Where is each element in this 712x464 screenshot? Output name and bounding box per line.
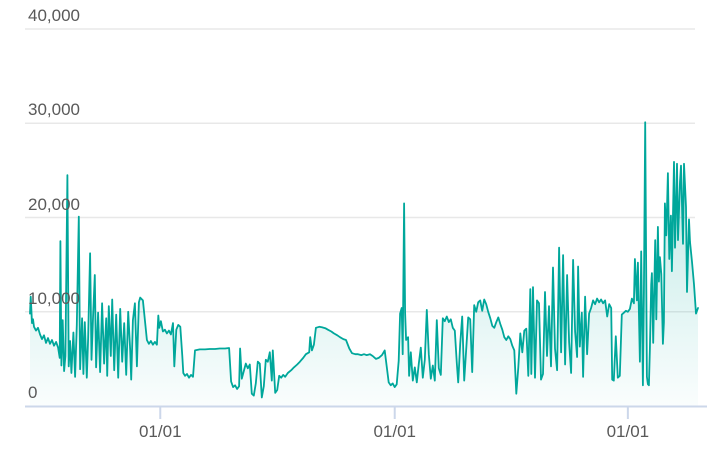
y-axis-tick-label: 30,000 <box>28 100 80 120</box>
trend-line <box>29 121 699 399</box>
y-axis-tick-label: 0 <box>28 383 38 402</box>
x-axis-tick-label: 01/01 <box>373 422 416 441</box>
y-axis-tick-label: 40,000 <box>28 6 80 25</box>
area-fill <box>30 122 698 407</box>
x-axis-tick-label: 01/01 <box>606 422 650 441</box>
y-axis-tick-label: 10,000 <box>28 288 80 308</box>
y-axis-tick-label: 20,000 <box>28 194 80 214</box>
x-axis-tick-label: 01/01 <box>138 422 182 441</box>
